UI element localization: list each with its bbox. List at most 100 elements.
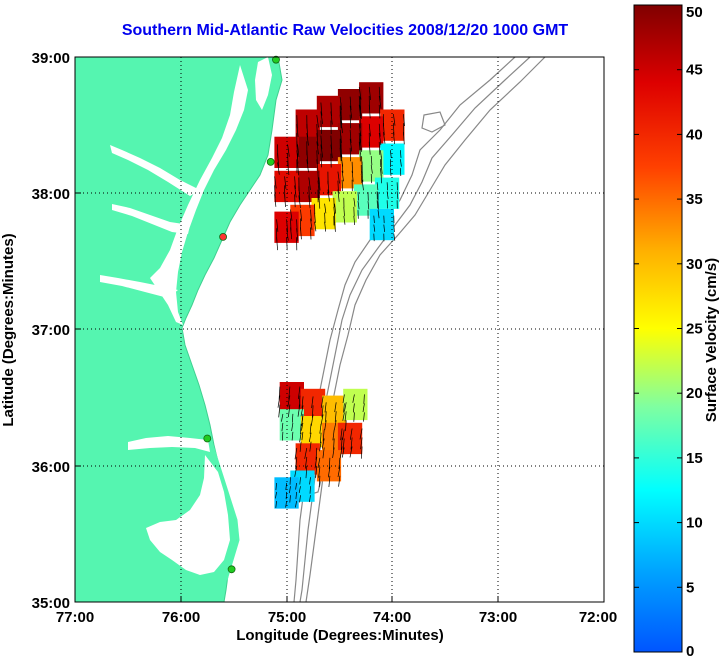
rappahannock-river: [112, 204, 190, 234]
velocity-arrow: [316, 115, 319, 128]
bathymetry-contours: [293, 57, 546, 602]
velocity-arrow: [287, 395, 291, 408]
velocity-arrow: [316, 141, 319, 155]
velocity-arrow: [286, 228, 289, 241]
velocity-arrow: [294, 176, 296, 190]
velocity-arrow: [295, 500, 297, 508]
colorbar-ticks: 0 5 10 15 20 25 30 35 40 45 50: [634, 4, 703, 659]
velocity-cell: [343, 388, 368, 421]
velocity-arrow: [320, 144, 324, 158]
velocity-arrow: [305, 465, 308, 479]
velocity-arrow: [320, 414, 324, 426]
velocity-arrow: [298, 486, 301, 493]
velocity-arrow: [396, 191, 399, 200]
velocity-arrow: [301, 396, 304, 409]
velocity-arrow: [291, 413, 294, 423]
velocity-arrow: [314, 221, 317, 232]
velocity-arrow: [349, 96, 352, 111]
velocity-arrow: [378, 141, 381, 155]
velocity-arrow: [300, 405, 304, 417]
colorbar-tick-label: 40: [686, 126, 703, 143]
velocity-arrow: [378, 132, 382, 146]
velocity-arrow: [301, 431, 304, 441]
velocity-arrow: [340, 120, 343, 134]
velocity-arrow: [386, 182, 389, 191]
albemarle-sound: [128, 436, 210, 452]
radar-station-marker: [219, 232, 228, 241]
colorbar-tick-label: 5: [686, 579, 694, 596]
velocity-arrow: [311, 396, 314, 409]
velocity-arrow: [295, 482, 297, 490]
velocity-arrow: [393, 132, 395, 145]
colorbar-tick-label: 0: [686, 643, 694, 659]
velocity-cell: [279, 409, 304, 441]
velocity-arrow: [334, 402, 337, 413]
velocity-arrow: [296, 124, 299, 137]
velocity-arrow: [289, 486, 291, 494]
velocity-arrow: [363, 394, 365, 404]
velocity-arrow: [370, 164, 373, 174]
velocity-arrow: [295, 491, 297, 500]
velocity-arrow: [334, 411, 337, 422]
velocity-arrow: [310, 227, 312, 240]
velocity-arrow: [298, 195, 301, 209]
velocity-arrow: [342, 438, 345, 450]
velocity-arrow: [393, 224, 395, 233]
velocity-arrow: [320, 396, 324, 408]
velocity-arrow: [319, 423, 322, 434]
velocity-arrow: [377, 201, 379, 210]
velocity-arrow: [320, 120, 322, 134]
velocity-arrow: [277, 162, 280, 175]
velocity-arrow: [373, 224, 376, 232]
velocity-arrow: [274, 176, 277, 189]
velocity-arrow: [299, 495, 301, 503]
velocity-arrow: [350, 437, 353, 450]
velocity-arrow: [403, 114, 405, 127]
velocity-arrow: [316, 159, 319, 173]
x-axis-label: Longitude (Degrees:Minutes): [236, 627, 444, 644]
velocity-arrow: [376, 182, 379, 191]
velocity-arrow: [324, 221, 327, 232]
velocity-arrow: [359, 138, 362, 152]
velocity-arrow: [393, 114, 396, 126]
colorbar-tick-label: 15: [686, 450, 703, 467]
velocity-arrow: [363, 412, 365, 422]
x-tick-label: 72:00: [579, 609, 617, 626]
velocity-arrow: [318, 177, 321, 191]
velocity-arrow: [290, 227, 293, 240]
velocity-arrow: [353, 215, 356, 226]
chart-title: Southern Mid-Atlantic Raw Velocities 200…: [121, 22, 569, 39]
velocity-arrow: [361, 179, 364, 191]
velocity-arrow: [339, 446, 343, 458]
y-tick-label: 38:00: [32, 186, 70, 203]
velocity-arrow: [340, 144, 343, 159]
velocity-arrow: [327, 189, 330, 202]
colorbar-tick-label: 30: [686, 256, 703, 273]
velocity-arrow: [368, 86, 371, 101]
velocity-arrow: [359, 105, 362, 119]
velocity-arrow: [393, 233, 396, 241]
colorbar-tick-label: 10: [686, 515, 703, 532]
velocity-arrow: [378, 104, 381, 119]
velocity-arrow: [300, 209, 303, 222]
velocity-field: [274, 82, 405, 509]
velocity-arrow: [357, 192, 359, 201]
velocity-arrow: [378, 86, 381, 101]
velocity-arrow: [360, 446, 363, 459]
velocity-arrow: [343, 403, 345, 413]
velocity-arrow: [349, 147, 352, 162]
radar-station-marker: [272, 55, 280, 64]
velocity-arrow: [370, 155, 373, 166]
velocity-cell: [316, 129, 342, 162]
velocity-arrow: [352, 394, 355, 403]
velocity-arrow: [377, 210, 380, 219]
velocity-arrow: [378, 95, 382, 109]
velocity-arrow: [320, 153, 322, 168]
velocity-arrow: [275, 491, 277, 499]
velocity-arrow: [288, 404, 291, 418]
velocity-arrow: [294, 447, 298, 460]
velocity-arrow: [327, 180, 330, 194]
velocity-arrow: [380, 164, 383, 174]
velocity-arrow: [308, 195, 311, 209]
